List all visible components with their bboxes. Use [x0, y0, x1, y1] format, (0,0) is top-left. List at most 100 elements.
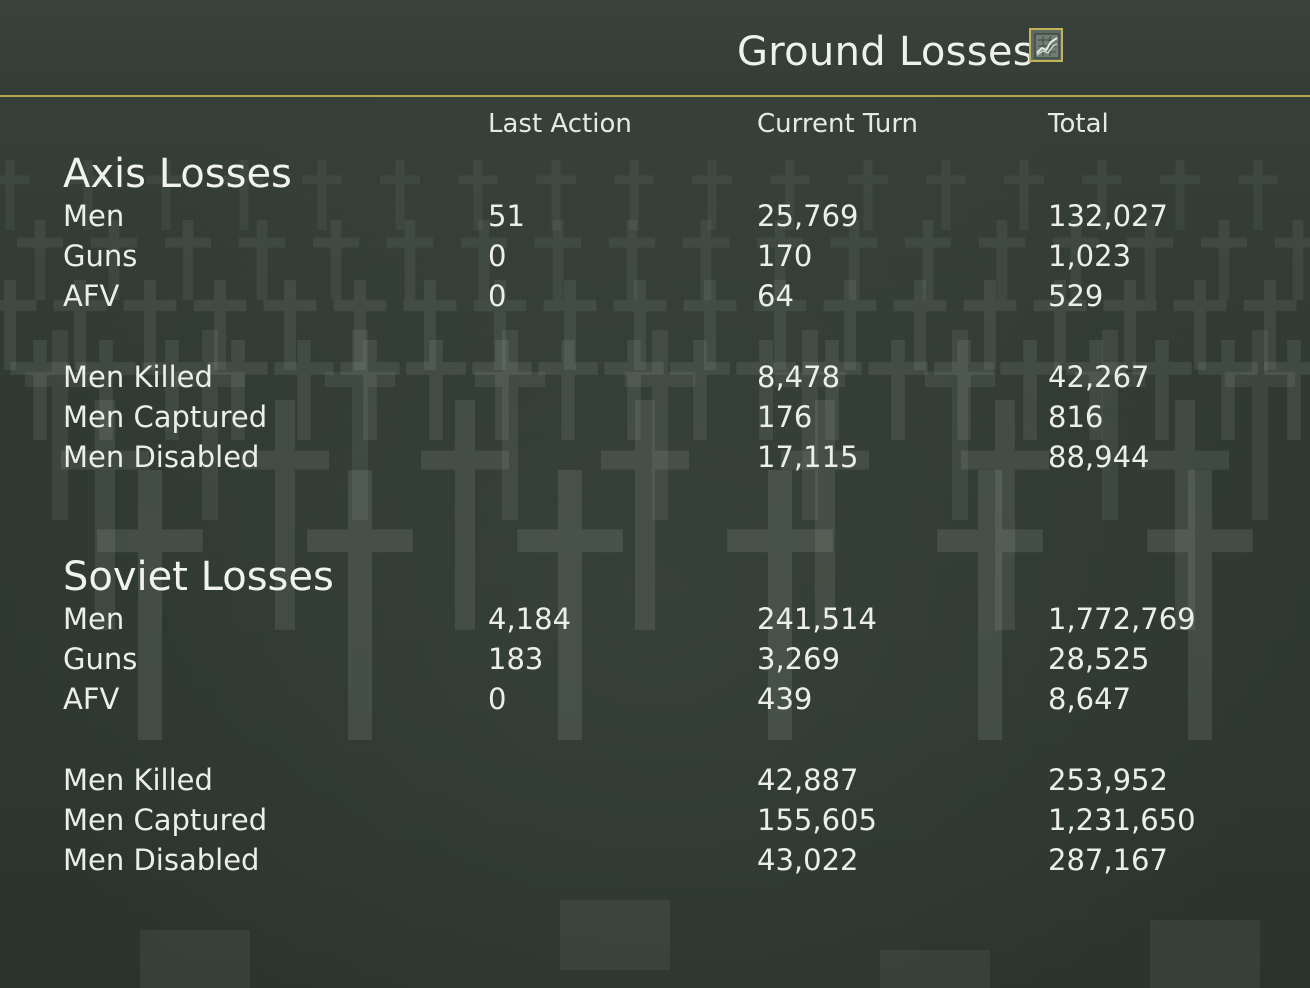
grave-cross-shape	[76, 340, 136, 440]
grave-cross-shape	[682, 220, 730, 300]
grave-cross-shape	[868, 340, 928, 440]
grave-cross-shape	[263, 280, 317, 370]
grave-cross-shape	[543, 280, 597, 370]
total-value: 529	[1048, 279, 1104, 313]
total-value: 88,944	[1048, 440, 1150, 474]
grave-cross-shape	[68, 160, 108, 230]
row-label: Men Captured	[63, 803, 268, 837]
grave-cross-shape	[904, 220, 952, 300]
column-header-current-turn: Current Turn	[757, 109, 919, 139]
grave-cross-shape	[601, 400, 689, 630]
grave-cross-shape	[683, 280, 737, 370]
last-action-value: 0	[488, 682, 507, 716]
grave-cross-shape	[774, 330, 846, 520]
grave-cross-shape	[1074, 330, 1146, 520]
soviet-row-guns: Guns 183 3,269 28,525	[0, 639, 1310, 679]
grave-cross-shape	[1147, 470, 1253, 740]
chart-icon	[1034, 33, 1060, 59]
total-value: 816	[1048, 400, 1104, 434]
grave-cross-shape	[1004, 160, 1044, 230]
axis-row-guns: Guns 0 170 1,023	[0, 236, 1310, 276]
row-label: Guns	[63, 239, 138, 273]
grave-cross-shape	[90, 220, 138, 300]
last-action-value: 183	[488, 642, 544, 676]
current-turn-value: 25,769	[757, 199, 859, 233]
grave-cross-shape	[61, 400, 149, 630]
grave-cross-shape	[97, 470, 203, 740]
current-turn-value: 439	[757, 682, 813, 716]
grave-cross-shape	[770, 160, 810, 230]
axis-row-men-captured: Men Captured 176 816	[0, 397, 1310, 437]
current-turn-value: 176	[757, 400, 813, 434]
current-turn-value: 241,514	[757, 602, 877, 636]
grave-cross-shape	[692, 160, 732, 230]
grave-cross-shape	[333, 280, 387, 370]
grave-cross-shape	[142, 340, 202, 440]
grave-cross-shape	[174, 330, 246, 520]
page-title: Ground Losses	[737, 29, 1034, 75]
grave-cross-shape	[406, 340, 466, 440]
grave-cross-shape	[536, 160, 576, 230]
headstone-shape	[560, 900, 670, 970]
grave-cross-shape	[614, 160, 654, 230]
total-value: 132,027	[1048, 199, 1168, 233]
current-turn-value: 155,605	[757, 803, 877, 837]
grave-cross-shape	[802, 340, 862, 440]
total-value: 28,525	[1048, 642, 1150, 676]
grave-cross-shape	[312, 220, 360, 300]
last-action-value: 51	[488, 199, 525, 233]
grave-cross-shape	[386, 220, 434, 300]
grave-cross-shape	[961, 400, 1049, 630]
grave-cross-shape	[604, 340, 664, 440]
grave-cross-shape	[1173, 280, 1227, 370]
grave-cross-shape	[16, 220, 64, 300]
header-bar: Ground Losses	[0, 0, 1310, 97]
grave-cross-shape	[934, 340, 994, 440]
last-action-value: 0	[488, 239, 507, 273]
grave-cross-shape	[1198, 340, 1258, 440]
current-turn-value: 64	[757, 279, 794, 313]
grave-cross-shape	[756, 220, 804, 300]
axis-row-men: Men 51 25,769 132,027	[0, 196, 1310, 236]
headstone-shape	[1150, 920, 1260, 988]
total-value: 1,772,769	[1048, 602, 1196, 636]
grave-cross-shape	[238, 220, 286, 300]
soviet-row-men-disabled: Men Disabled 43,022 287,167	[0, 840, 1310, 880]
grave-cross-shape	[608, 220, 656, 300]
grave-cross-shape	[1200, 220, 1248, 300]
grave-cross-shape	[0, 280, 37, 370]
current-turn-value: 3,269	[757, 642, 841, 676]
axis-losses-heading: Axis Losses	[63, 151, 292, 197]
grave-cross-shape	[10, 340, 70, 440]
row-label: Men Disabled	[63, 843, 260, 877]
grave-cross-shape	[823, 280, 877, 370]
grave-cross-shape	[1082, 160, 1122, 230]
current-turn-value: 42,887	[757, 763, 859, 797]
row-label: AFV	[63, 682, 120, 716]
grave-cross-shape	[1066, 340, 1126, 440]
grave-cross-shape	[1052, 220, 1100, 300]
grave-cross-shape	[123, 280, 177, 370]
grave-cross-shape	[753, 280, 807, 370]
current-turn-value: 170	[757, 239, 813, 273]
grave-cross-shape	[978, 220, 1026, 300]
grave-cross-shape	[1103, 280, 1157, 370]
grave-cross-shape	[893, 280, 947, 370]
grave-cross-shape	[1264, 340, 1310, 440]
column-header-total: Total	[1048, 109, 1109, 139]
grave-cross-shape	[1243, 280, 1297, 370]
column-header-last-action: Last Action	[488, 109, 632, 139]
soviet-row-men-killed: Men Killed 42,887 253,952	[0, 760, 1310, 800]
grave-cross-shape	[472, 340, 532, 440]
axis-row-men-killed: Men Killed 8,478 42,267	[0, 357, 1310, 397]
axis-row-men-disabled: Men Disabled 17,115 88,944	[0, 437, 1310, 477]
chart-view-button[interactable]	[1029, 28, 1063, 62]
current-turn-value: 43,022	[757, 843, 859, 877]
grave-cross-shape	[340, 340, 400, 440]
grave-cross-shape	[963, 280, 1017, 370]
axis-row-afv: AFV 0 64 529	[0, 276, 1310, 316]
grave-cross-shape	[613, 280, 667, 370]
row-label: Men Killed	[63, 763, 213, 797]
